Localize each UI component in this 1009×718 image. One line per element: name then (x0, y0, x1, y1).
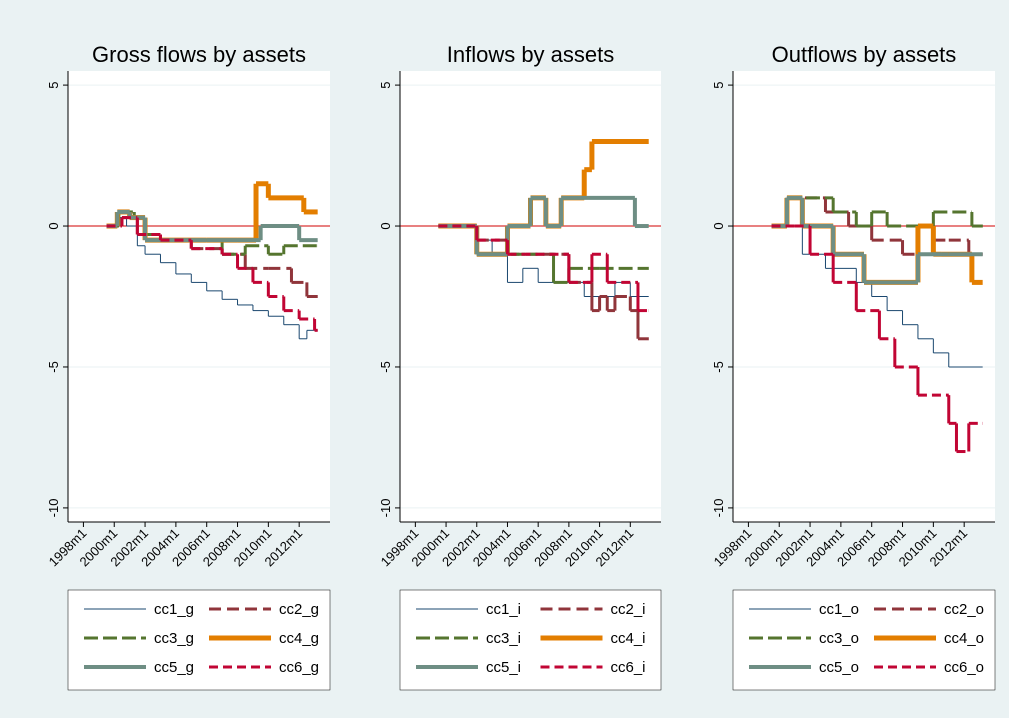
y-tick-label: -5 (711, 361, 726, 373)
legend-label: cc6_g (279, 659, 319, 676)
legend-label: cc2_g (279, 601, 319, 618)
legend-label: cc3_o (819, 630, 859, 647)
legend-label: cc3_i (486, 630, 521, 647)
legend-label: cc4_o (944, 630, 984, 647)
legend-label: cc1_o (819, 601, 859, 618)
plot-area (733, 71, 995, 522)
legend-label: cc1_g (154, 601, 194, 618)
plot-area (68, 71, 330, 522)
y-tick-label: 0 (711, 222, 726, 229)
y-tick-label: -10 (378, 499, 393, 518)
legend-label: cc5_o (819, 659, 859, 676)
step-riser (784, 197, 920, 283)
step-riser (115, 211, 302, 241)
panel-title: Outflows by assets (772, 42, 957, 67)
legend-label: cc6_i (611, 659, 646, 676)
panel-title: Inflows by assets (447, 42, 615, 67)
legend-label: cc5_g (154, 659, 194, 676)
legend-label: cc2_o (944, 601, 984, 618)
legend-label: cc1_i (486, 601, 521, 618)
legend-box (732, 589, 996, 691)
legend-label: cc4_i (611, 630, 646, 647)
y-tick-label: -5 (46, 361, 61, 373)
legend-label: cc2_i (611, 601, 646, 618)
legend-box (399, 589, 662, 691)
panel-title: Gross flows by assets (92, 42, 306, 67)
series (771, 224, 983, 454)
y-tick-label: -10 (711, 499, 726, 518)
step-riser (120, 217, 317, 331)
step-riser (808, 226, 971, 452)
legend-label: cc4_g (279, 630, 319, 647)
legend-label: cc5_i (486, 659, 521, 676)
legend-label: cc3_g (154, 630, 194, 647)
legend-label: cc6_o (944, 659, 984, 676)
series (106, 209, 318, 243)
y-tick-label: 0 (378, 222, 393, 229)
step-riser (475, 226, 640, 311)
y-tick-label: 5 (711, 81, 726, 88)
y-tick-label: -5 (378, 361, 393, 373)
legend-box (67, 589, 331, 691)
y-tick-label: 5 (378, 81, 393, 88)
y-tick-label: 5 (46, 81, 61, 88)
series (106, 216, 318, 332)
y-tick-label: 0 (46, 222, 61, 229)
y-tick-label: -10 (46, 499, 61, 518)
series (438, 224, 649, 313)
